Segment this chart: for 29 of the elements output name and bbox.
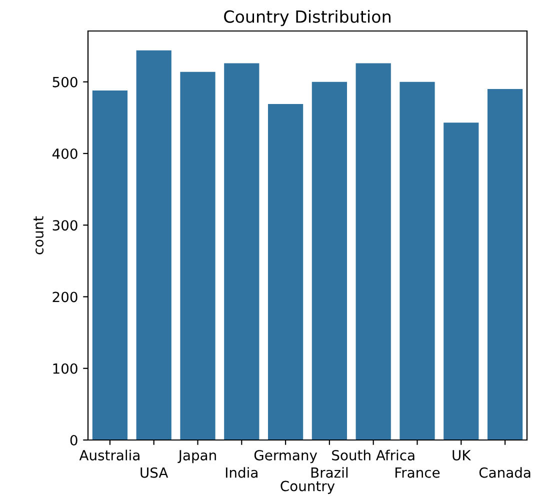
- x-tick-label: USA: [140, 467, 168, 478]
- bar: [136, 50, 172, 440]
- y-tick-label: 100: [53, 363, 78, 374]
- x-tick-label: UK: [452, 450, 472, 460]
- bar: [268, 104, 304, 440]
- x-tick-label: Brazil: [311, 467, 348, 478]
- chart-title: Country Distribution: [224, 10, 390, 26]
- bar: [400, 82, 435, 440]
- x-axis-title: Country: [280, 480, 335, 494]
- y-tick-label: 400: [52, 148, 78, 159]
- y-axis-title: count: [34, 216, 44, 254]
- y-tick-label: 0: [70, 434, 78, 446]
- y-tick-label: 300: [52, 220, 78, 231]
- bar: [224, 63, 260, 440]
- x-tick-label: India: [226, 467, 258, 478]
- bar: [356, 63, 391, 440]
- x-tick-label: Germany: [254, 450, 318, 464]
- bar: [180, 72, 216, 440]
- x-tick-label: Canada: [479, 467, 530, 478]
- y-tick-label: 200: [52, 292, 78, 302]
- bar: [487, 89, 523, 440]
- bar: [92, 90, 128, 440]
- x-tick-label: Australia: [79, 450, 140, 460]
- x-tick-label: South Africa: [332, 450, 414, 460]
- y-tick-label: 500: [52, 76, 78, 88]
- bar: [312, 82, 348, 440]
- x-tick-label: Japan: [178, 450, 216, 464]
- bar: [444, 122, 479, 440]
- x-tick-label: France: [396, 468, 440, 478]
